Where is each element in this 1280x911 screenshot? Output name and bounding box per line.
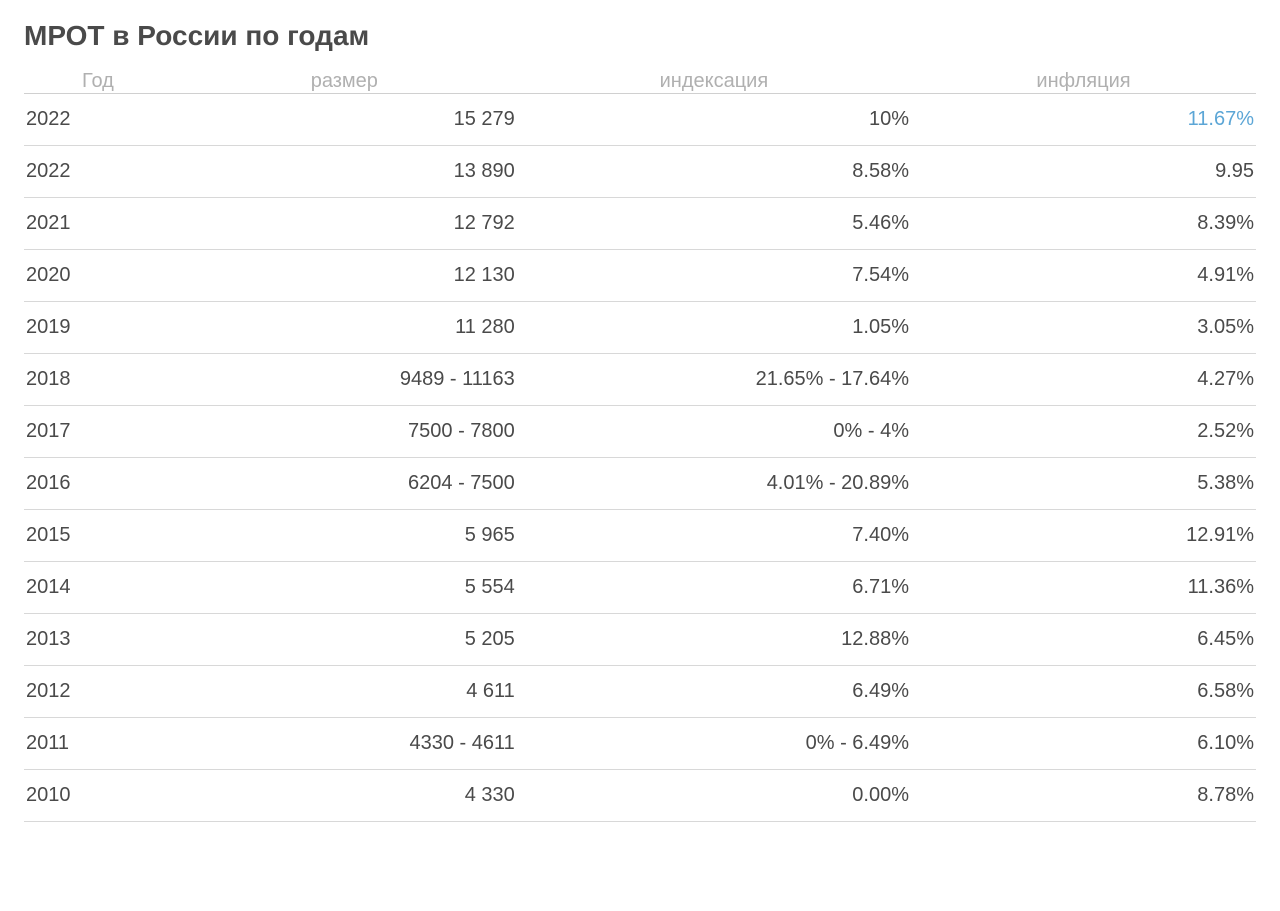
cell-size: 5 205 (172, 614, 517, 666)
cell-inflation: 3.05% (911, 302, 1256, 354)
cell-year: 2020 (24, 250, 172, 302)
cell-year: 2011 (24, 718, 172, 770)
cell-indexation: 4.01% - 20.89% (517, 458, 911, 510)
cell-inflation: 2.52% (911, 406, 1256, 458)
table-row: 20124 6116.49%6.58% (24, 666, 1256, 718)
cell-size: 13 890 (172, 146, 517, 198)
table-row: 20189489 - 1116321.65% - 17.64%4.27% (24, 354, 1256, 406)
cell-inflation: 8.39% (911, 198, 1256, 250)
cell-indexation: 0% - 6.49% (517, 718, 911, 770)
cell-inflation: 6.45% (911, 614, 1256, 666)
cell-size: 12 130 (172, 250, 517, 302)
cell-size: 7500 - 7800 (172, 406, 517, 458)
cell-size: 5 554 (172, 562, 517, 614)
cell-indexation: 10% (517, 94, 911, 146)
mrot-table: Год размер индексация инфляция 202215 27… (24, 70, 1256, 822)
cell-size: 6204 - 7500 (172, 458, 517, 510)
cell-year: 2018 (24, 354, 172, 406)
table-row: 202213 8908.58%9.95 (24, 146, 1256, 198)
cell-size: 9489 - 11163 (172, 354, 517, 406)
cell-year: 2010 (24, 770, 172, 822)
col-header-indexation: индексация (517, 70, 911, 94)
table-row: 20155 9657.40%12.91% (24, 510, 1256, 562)
table-row: 20135 20512.88%6.45% (24, 614, 1256, 666)
table-row: 20145 5546.71%11.36% (24, 562, 1256, 614)
cell-indexation: 6.49% (517, 666, 911, 718)
table-body: 202215 27910%11.67%202213 8908.58%9.9520… (24, 94, 1256, 822)
cell-indexation: 12.88% (517, 614, 911, 666)
cell-year: 2013 (24, 614, 172, 666)
cell-indexation: 8.58% (517, 146, 911, 198)
cell-indexation: 7.40% (517, 510, 911, 562)
cell-year: 2021 (24, 198, 172, 250)
table-row: 202112 7925.46%8.39% (24, 198, 1256, 250)
cell-indexation: 5.46% (517, 198, 911, 250)
cell-inflation: 11.36% (911, 562, 1256, 614)
table-row: 20104 3300.00%8.78% (24, 770, 1256, 822)
table-row: 201911 2801.05%3.05% (24, 302, 1256, 354)
cell-indexation: 0.00% (517, 770, 911, 822)
cell-size: 12 792 (172, 198, 517, 250)
col-header-year: Год (24, 70, 172, 94)
table-header-row: Год размер индексация инфляция (24, 70, 1256, 94)
cell-inflation: 4.91% (911, 250, 1256, 302)
cell-inflation: 4.27% (911, 354, 1256, 406)
cell-inflation: 9.95 (911, 146, 1256, 198)
cell-size: 4 611 (172, 666, 517, 718)
table-row: 20166204 - 75004.01% - 20.89%5.38% (24, 458, 1256, 510)
cell-size: 4 330 (172, 770, 517, 822)
cell-inflation: 6.10% (911, 718, 1256, 770)
col-header-size: размер (172, 70, 517, 94)
cell-inflation: 8.78% (911, 770, 1256, 822)
cell-indexation: 21.65% - 17.64% (517, 354, 911, 406)
cell-size: 4330 - 4611 (172, 718, 517, 770)
cell-size: 15 279 (172, 94, 517, 146)
table-row: 20177500 - 78000% - 4%2.52% (24, 406, 1256, 458)
cell-indexation: 6.71% (517, 562, 911, 614)
cell-indexation: 0% - 4% (517, 406, 911, 458)
cell-inflation: 5.38% (911, 458, 1256, 510)
cell-year: 2022 (24, 94, 172, 146)
cell-year: 2014 (24, 562, 172, 614)
cell-inflation: 12.91% (911, 510, 1256, 562)
cell-inflation: 6.58% (911, 666, 1256, 718)
cell-year: 2012 (24, 666, 172, 718)
cell-year: 2019 (24, 302, 172, 354)
cell-year: 2017 (24, 406, 172, 458)
page-title: МРОТ в России по годам (24, 20, 1256, 52)
cell-indexation: 7.54% (517, 250, 911, 302)
table-row: 20114330 - 46110% - 6.49%6.10% (24, 718, 1256, 770)
col-header-inflation: инфляция (911, 70, 1256, 94)
cell-year: 2016 (24, 458, 172, 510)
table-row: 202012 1307.54%4.91% (24, 250, 1256, 302)
cell-indexation: 1.05% (517, 302, 911, 354)
cell-size: 5 965 (172, 510, 517, 562)
cell-year: 2015 (24, 510, 172, 562)
table-row: 202215 27910%11.67% (24, 94, 1256, 146)
cell-inflation[interactable]: 11.67% (911, 94, 1256, 146)
cell-year: 2022 (24, 146, 172, 198)
cell-size: 11 280 (172, 302, 517, 354)
